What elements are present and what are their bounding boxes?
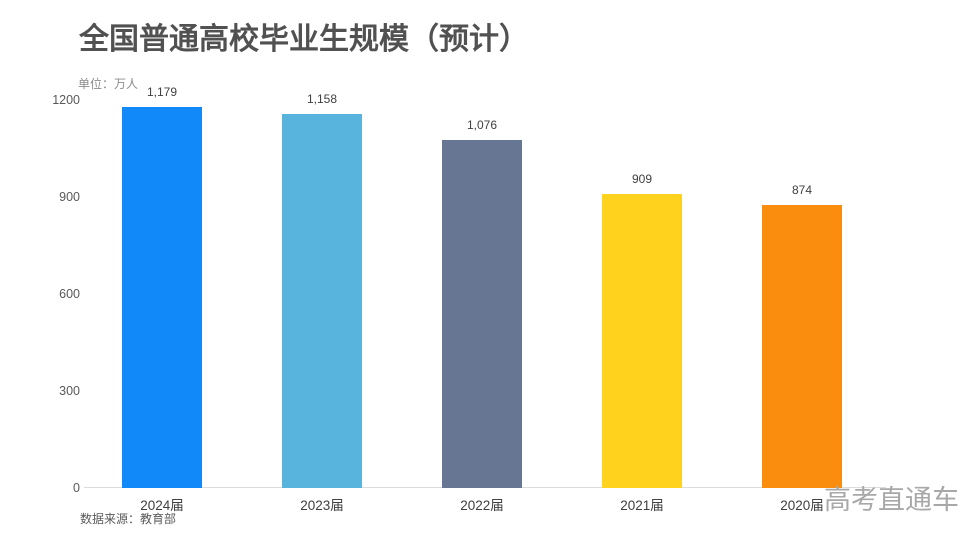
source-label: 数据来源：教育部 <box>80 512 177 526</box>
x-axis-label-2020: 2020届 <box>780 498 824 513</box>
bar-2022 <box>442 140 522 488</box>
y-axis-tick-label: 600 <box>59 287 80 301</box>
watermark: 高考直通车 <box>824 485 959 516</box>
bar-2021 <box>602 194 682 488</box>
x-axis-label-2024: 2024届 <box>140 498 184 513</box>
bar-2020 <box>762 205 842 488</box>
value-label-2021: 909 <box>631 172 653 186</box>
y-axis-tick-label: 1200 <box>52 93 80 107</box>
value-label-2020: 874 <box>791 183 813 197</box>
chart-title: 全国普通高校毕业生规模（预计） <box>79 23 529 56</box>
bar-2024 <box>122 107 202 488</box>
x-axis-label-2022: 2022届 <box>460 498 504 513</box>
value-label-2024: 1,179 <box>146 85 178 99</box>
value-label-2023: 1,158 <box>306 92 338 106</box>
x-axis-label-2023: 2023届 <box>300 498 344 513</box>
value-label-2022: 1,076 <box>466 118 498 132</box>
y-axis-tick-label: 0 <box>73 481 80 495</box>
y-axis-tick-label: 900 <box>59 190 80 204</box>
x-axis-label-2021: 2021届 <box>620 498 664 513</box>
y-axis-tick-label: 300 <box>59 384 80 398</box>
bar-2023 <box>282 114 362 488</box>
unit-label: 单位：万人 <box>78 77 139 91</box>
